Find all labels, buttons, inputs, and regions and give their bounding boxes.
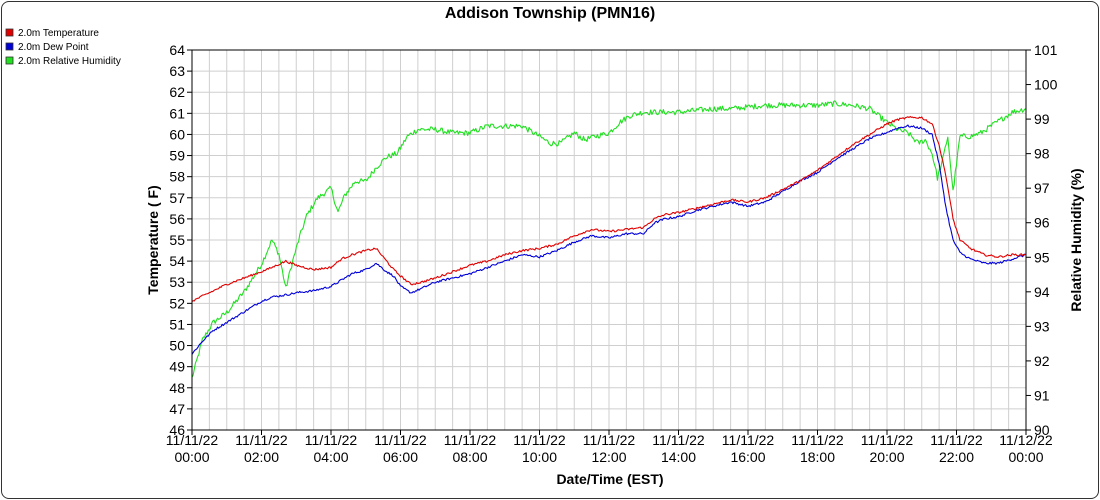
legend-swatch-temperature [5, 28, 14, 37]
legend-swatch-dew-point [5, 42, 14, 51]
y-tick-label: 62 [169, 84, 185, 100]
x-tick-time: 14:00 [661, 449, 696, 465]
x-tick-date: 11/11/22 [166, 432, 219, 448]
y-tick-label: 63 [169, 63, 185, 79]
y-tick-label: 55 [169, 232, 185, 248]
y2-tick-label: 99 [1034, 111, 1050, 127]
x-tick-date: 11/11/22 [235, 432, 288, 448]
x-tick-time: 04:00 [313, 449, 348, 465]
y-tick-label: 54 [169, 253, 185, 269]
x-tick-time: 00:00 [174, 449, 209, 465]
x-tick-time: 16:00 [730, 449, 765, 465]
y-tick-label: 53 [169, 274, 185, 290]
x-tick-time: 00:00 [1008, 449, 1043, 465]
y2-tick-label: 100 [1034, 77, 1058, 93]
y-tick-label: 48 [169, 380, 185, 396]
y-tick-label: 56 [169, 211, 185, 227]
y2-tick-label: 96 [1034, 215, 1050, 231]
y-tick-label: 46 [169, 422, 185, 438]
y-tick-label: 51 [169, 316, 185, 332]
x-tick-date: 11/11/22 [444, 432, 497, 448]
y-tick-label: 50 [169, 338, 185, 354]
y-axis-left-title: Temperature ( F) [145, 185, 161, 294]
y-tick-label: 47 [169, 401, 185, 417]
y2-tick-label: 97 [1034, 180, 1050, 196]
y-tick-label: 61 [169, 105, 185, 121]
x-tick-time: 22:00 [939, 449, 974, 465]
x-tick-date: 11/11/22 [652, 432, 705, 448]
y2-tick-label: 90 [1034, 422, 1050, 438]
x-tick-time: 20:00 [869, 449, 904, 465]
y-tick-label: 57 [169, 190, 185, 206]
y2-tick-label: 98 [1034, 146, 1050, 162]
y2-tick-label: 91 [1034, 387, 1050, 403]
y-axis-right-title: Relative Humidity (%) [1068, 168, 1084, 311]
x-tick-date: 11/11/22 [305, 432, 358, 448]
legend-swatch-relative-humidity [5, 56, 14, 65]
grid [191, 49, 1027, 431]
x-axis-ticks: 11/11/2200:0011/11/2202:0011/11/2204:001… [166, 430, 1053, 465]
legend-label-relative-humidity: 2.0m Relative Humidity [18, 56, 121, 67]
y2-tick-label: 92 [1034, 353, 1050, 369]
series-line-2-0m-temperature [191, 115, 1027, 303]
legend-label-dew-point: 2.0m Dew Point [18, 42, 89, 53]
x-tick-time: 18:00 [800, 449, 835, 465]
x-tick-date: 11/11/22 [722, 432, 775, 448]
x-tick-time: 02:00 [244, 449, 279, 465]
x-tick-date: 11/11/22 [791, 432, 844, 448]
legend-label-temperature: 2.0m Temperature [18, 28, 99, 39]
chart-title: Addison Township (PMN16) [445, 5, 655, 22]
x-tick-date: 11/12/22 [999, 432, 1053, 448]
legend: 2.0m Temperature 2.0m Dew Point 2.0m Rel… [5, 28, 121, 67]
y2-tick-label: 101 [1034, 42, 1058, 58]
x-axis-title: Date/Time (EST) [556, 471, 663, 487]
series-layer [191, 100, 1027, 378]
y-tick-label: 58 [169, 169, 185, 185]
x-tick-date: 11/11/22 [374, 432, 427, 448]
y2-tick-label: 93 [1034, 318, 1050, 334]
x-tick-time: 10:00 [522, 449, 557, 465]
series-line-2-0m-relative-humidity [191, 100, 1027, 378]
x-tick-date: 11/11/22 [861, 432, 914, 448]
x-tick-date: 11/11/22 [513, 432, 566, 448]
y-axis-left-ticks: 46 47 48 49 50 51 52 53 54 55 56 57 58 59 60 61 62 63 64 [169, 42, 192, 438]
x-tick-time: 06:00 [383, 449, 418, 465]
y-tick-label: 60 [169, 126, 185, 142]
series-line-2-0m-dew-point [191, 124, 1027, 355]
y-tick-label: 64 [169, 42, 185, 58]
y2-tick-label: 95 [1034, 249, 1050, 265]
x-tick-date: 11/11/22 [583, 432, 636, 448]
y-axis-right-ticks: 90 91 92 93 94 95 96 97 98 99 100 101 [1026, 42, 1058, 438]
y-tick-label: 49 [169, 359, 185, 375]
x-tick-date: 11/11/22 [930, 432, 983, 448]
y2-tick-label: 94 [1034, 284, 1050, 300]
x-tick-time: 12:00 [591, 449, 626, 465]
x-tick-time: 08:00 [452, 449, 487, 465]
y-tick-label: 52 [169, 295, 185, 311]
y-tick-label: 59 [169, 148, 185, 164]
